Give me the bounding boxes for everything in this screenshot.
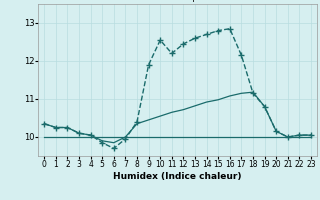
Title: Courbe de l'humidex pour Waibstadt: Courbe de l'humidex pour Waibstadt xyxy=(94,0,261,2)
X-axis label: Humidex (Indice chaleur): Humidex (Indice chaleur) xyxy=(113,172,242,181)
